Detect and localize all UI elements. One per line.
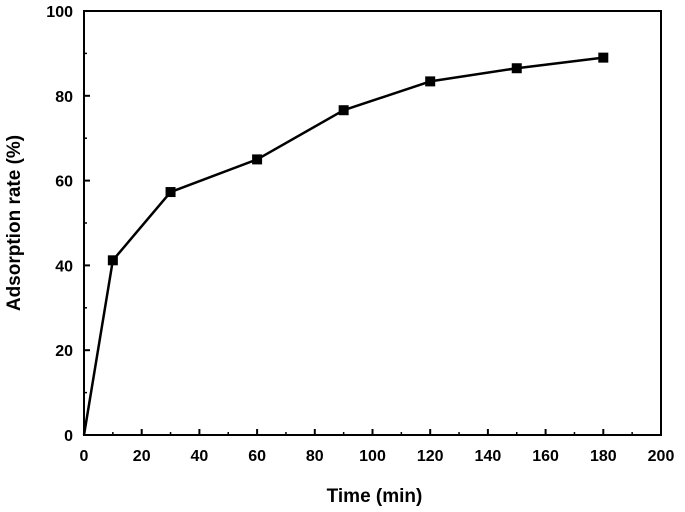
y-tick-label: 80: [55, 89, 73, 106]
x-tick-label: 120: [417, 448, 444, 465]
data-point-marker: [252, 154, 263, 165]
x-tick-label: 60: [248, 448, 266, 465]
y-tick-label: 0: [64, 428, 73, 445]
x-tick-label: 100: [359, 448, 386, 465]
data-point-marker: [338, 105, 349, 116]
y-tick-label: 40: [55, 258, 73, 275]
x-tick-label: 140: [475, 448, 502, 465]
plot-frame: [83, 10, 662, 436]
x-tick-label: 180: [590, 448, 617, 465]
x-tick-label: 20: [133, 448, 151, 465]
data-point-marker: [107, 255, 118, 266]
y-axis-title: Adsorption rate (%): [4, 135, 25, 311]
x-tick-label: 40: [191, 448, 209, 465]
x-tick-label: 160: [532, 448, 559, 465]
x-axis-title: Time (min): [327, 486, 423, 507]
series-line: [82, 56, 604, 436]
data-point-marker: [165, 187, 176, 198]
x-tick-label: 0: [80, 448, 89, 465]
series-layer: [82, 52, 609, 436]
data-point-marker: [598, 52, 609, 63]
data-point-marker: [425, 76, 436, 87]
x-axis: 0 20 40 60 80 100 120 140 160 180 200: [80, 429, 675, 465]
y-tick-label: 100: [46, 4, 73, 21]
x-tick-label: 200: [648, 448, 675, 465]
y-tick-label: 20: [55, 343, 73, 360]
data-point-marker: [511, 63, 522, 74]
y-axis: 0 20 40 60 80 100: [46, 4, 90, 445]
y-tick-label: 60: [55, 174, 73, 191]
x-tick-label: 80: [306, 448, 324, 465]
